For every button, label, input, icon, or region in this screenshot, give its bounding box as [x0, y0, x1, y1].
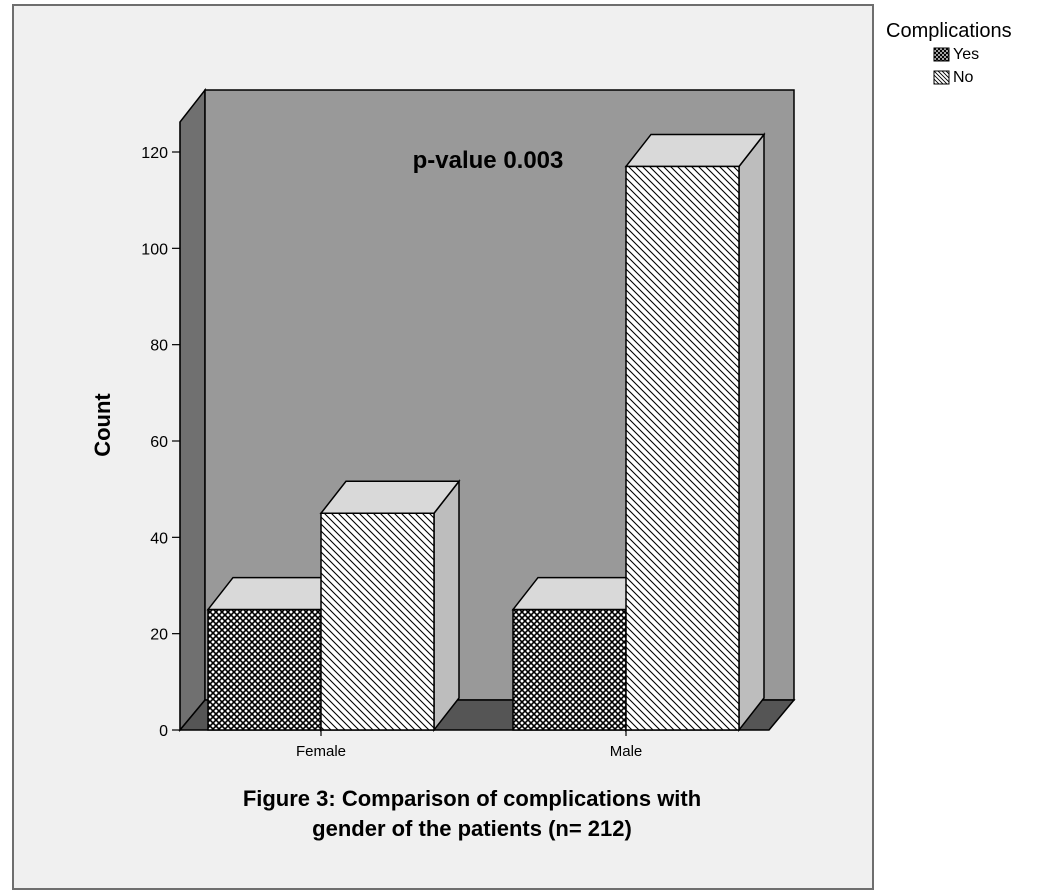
y-tick-label: 0: [159, 723, 168, 740]
legend-label-no: No: [953, 69, 974, 86]
y-tick-label: 80: [150, 338, 168, 355]
x-axis-labels: Female Male: [296, 730, 642, 760]
bar-side-face: [738, 132, 765, 733]
legend-swatch-diagonal: [933, 70, 950, 85]
bar-front-face: [512, 608, 627, 731]
legend-swatch-crosshatch: [933, 47, 950, 62]
x-tick-label-male: Male: [610, 743, 643, 760]
bar-top-face: [624, 133, 766, 168]
legend-title: Complications: [886, 20, 1012, 42]
plot-left-wall: [179, 87, 206, 733]
figure-caption-line-1: Figure 3: Comparison of complications wi…: [243, 786, 701, 811]
bar-front-face: [625, 165, 740, 731]
bar-top-face: [319, 480, 461, 514]
figure-caption-line-2: gender of the patients (n= 212): [312, 816, 632, 841]
y-axis-ticks: 0 20 40 60 80 100 120: [141, 145, 180, 740]
p-value-annotation: p-value 0.003: [413, 147, 564, 174]
y-tick-label: 100: [141, 241, 168, 258]
y-tick-label: 120: [141, 145, 168, 162]
y-tick-label: 40: [150, 530, 168, 547]
bar-front-face: [207, 608, 322, 731]
bar-no-male: [624, 132, 766, 733]
y-tick-label: 20: [150, 627, 168, 644]
legend: Complications Yes No: [886, 20, 1012, 89]
legend-item-yes: Yes: [933, 43, 1012, 66]
legend-label-yes: Yes: [953, 46, 980, 63]
y-axis-title: Count: [90, 393, 115, 457]
bar-front-face: [320, 512, 435, 731]
legend-item-no: No: [933, 66, 1012, 89]
bars: [206, 132, 766, 733]
x-tick-label-female: Female: [296, 743, 346, 760]
y-tick-label: 60: [150, 434, 168, 451]
bar-side-face: [433, 479, 460, 733]
bar-no-female: [319, 479, 461, 733]
